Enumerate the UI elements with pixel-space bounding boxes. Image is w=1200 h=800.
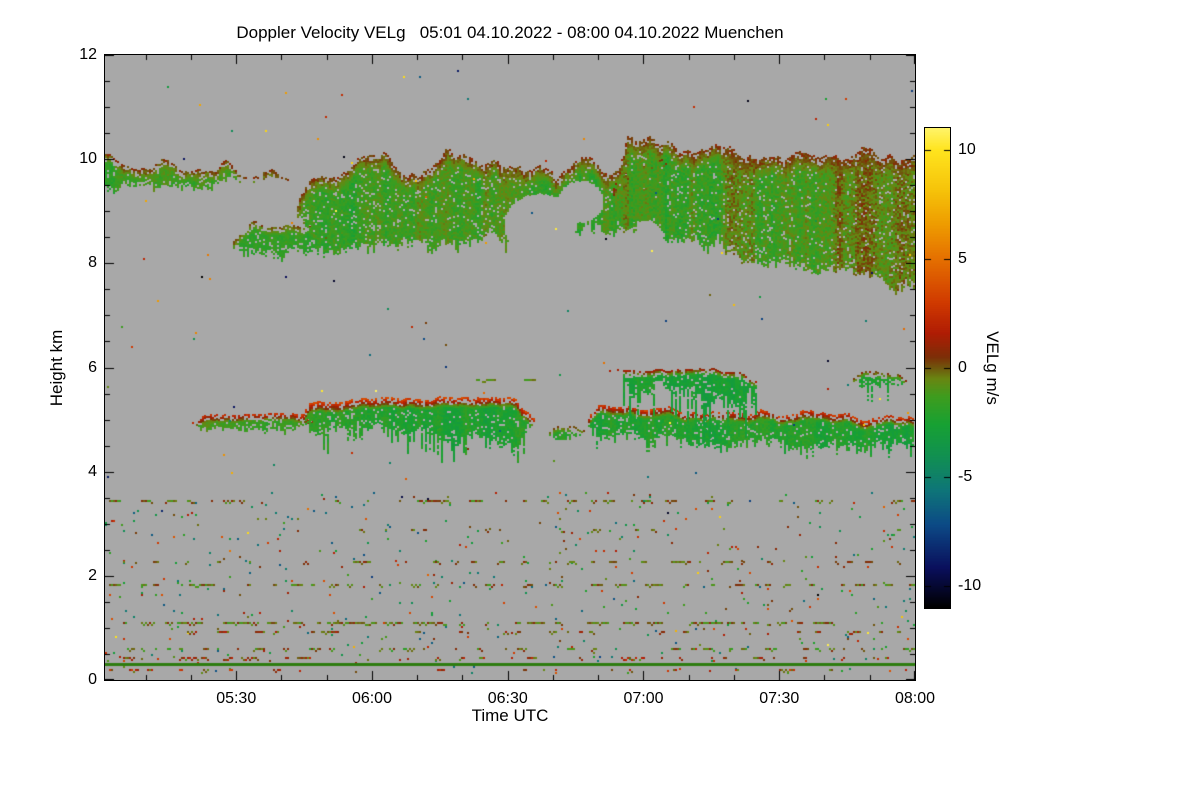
x-tick-label: 08:00 — [894, 690, 936, 707]
y-tick-label: 10 — [79, 150, 97, 168]
colorbar-tick-label: -5 — [958, 468, 973, 485]
y-tick-label: 0 — [88, 671, 97, 688]
heatmap-plot — [104, 54, 916, 681]
colorbar-tick-label: 10 — [958, 141, 976, 158]
chart-title: Doppler Velocity VELg 05:01 04.10.2022 -… — [236, 23, 784, 42]
x-axis-label: Time UTC — [471, 706, 549, 725]
x-tick-label: 07:30 — [759, 690, 800, 707]
x-tick-label: 06:00 — [351, 690, 392, 707]
y-tick-label: 12 — [79, 46, 97, 63]
x-tick-label: 05:30 — [216, 690, 257, 707]
y-tick-label: 8 — [88, 254, 97, 272]
x-tick-label: 06:30 — [487, 690, 528, 707]
colorbar-tick-label: -10 — [958, 577, 982, 594]
colorbar-tick-label: 5 — [958, 250, 967, 267]
y-tick-label: 6 — [88, 358, 97, 376]
y-tick-label: 4 — [88, 462, 97, 480]
y-tick-label: 2 — [88, 566, 97, 584]
colorbar — [924, 127, 951, 609]
colorbar-tick-label: 0 — [958, 359, 967, 376]
x-tick-label: 07:00 — [623, 690, 664, 707]
